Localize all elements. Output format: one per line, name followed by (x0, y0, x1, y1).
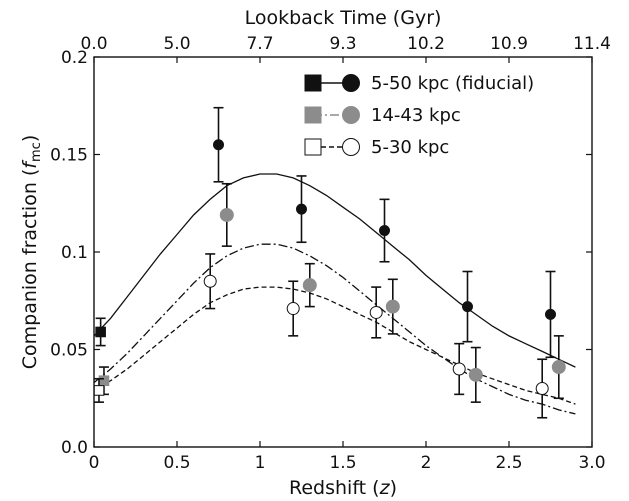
y-axis-title-main: Companion fraction ( (19, 169, 41, 370)
data-point (302, 278, 317, 293)
x-tick-label: 0.5 (163, 453, 190, 473)
y-tick-label: 0.15 (50, 146, 88, 166)
x-axis-title-var: z (379, 477, 391, 499)
x-tick-label: 1.5 (329, 453, 356, 473)
model-curve-solid (93, 173, 576, 368)
data-point (545, 308, 556, 320)
y-axis-title-sub: mc (29, 142, 44, 162)
data-point (462, 301, 473, 313)
x-axis-title-end: ) (390, 477, 397, 499)
data-point (379, 225, 390, 237)
data-point (219, 207, 234, 222)
top-tick-label: 7.7 (246, 34, 273, 54)
legend-circle-marker (342, 74, 360, 92)
data-point (452, 362, 466, 376)
legend-square-marker (304, 138, 322, 156)
top-axis-title: Lookback Time (Gyr) (245, 7, 442, 29)
y-axis-title-var: f (19, 159, 41, 169)
data-point (385, 299, 400, 314)
data-point (213, 139, 224, 151)
series-open (93, 253, 549, 419)
legend: 5-50 kpc (fiducial) 14-43 kpc 5-30 kpc (304, 73, 534, 158)
data-point (369, 305, 383, 319)
top-tick-label: 9.3 (329, 34, 356, 54)
x-axis-title: Redshift (z) (289, 477, 397, 499)
model-curve-dashed (93, 286, 576, 405)
y-tick-label: 0.2 (61, 48, 88, 68)
x-tick-label: 1 (255, 453, 266, 473)
series-filled-black (95, 106, 556, 359)
y-tick-label: 0.05 (50, 341, 88, 361)
x-tick-label: 3.0 (578, 453, 605, 473)
legend-label: 5-30 kpc (371, 137, 449, 158)
top-tick-label: 0.0 (80, 34, 107, 54)
top-tick-label: 10.2 (407, 34, 445, 54)
x-axis-title-main: Redshift ( (289, 477, 380, 499)
legend-label: 14-43 kpc (371, 105, 461, 126)
data-point (535, 382, 549, 395)
data-point-square (95, 326, 106, 338)
model-curve-dashdot (93, 243, 576, 415)
data-point (296, 203, 307, 215)
series-filled-gray (98, 182, 566, 403)
legend-circle-marker (342, 138, 360, 156)
data-point (203, 274, 217, 288)
y-axis-title-end: ) (19, 135, 41, 142)
top-tick-label: 10.9 (490, 34, 528, 54)
y-tick-label: 0.0 (61, 438, 88, 458)
data-point (551, 360, 566, 375)
legend-circle-marker (342, 106, 360, 124)
legend-square-marker (304, 106, 322, 124)
legend-square-marker (304, 74, 322, 92)
data-point (468, 367, 483, 382)
data-point-square (93, 385, 105, 396)
y-tick-label: 0.1 (61, 243, 88, 263)
data-point (286, 302, 300, 316)
top-tick-label: 11.4 (573, 34, 611, 54)
legend-label: 5-50 kpc (fiducial) (371, 73, 534, 94)
data-point-square (98, 375, 110, 386)
x-tick-label: 0 (89, 453, 100, 473)
axis-ticks: 0 0.5 1 1.5 2 2.5 3.0 0.0 5.0 7.7 9.3 10.2 10.9 11.4 0… (50, 34, 611, 473)
x-tick-label: 2 (421, 453, 432, 473)
top-tick-label: 5.0 (163, 34, 190, 54)
x-tick-label: 2.5 (495, 453, 522, 473)
y-axis-title: Companion fraction (fmc) (19, 135, 44, 370)
plot-area (93, 106, 576, 419)
